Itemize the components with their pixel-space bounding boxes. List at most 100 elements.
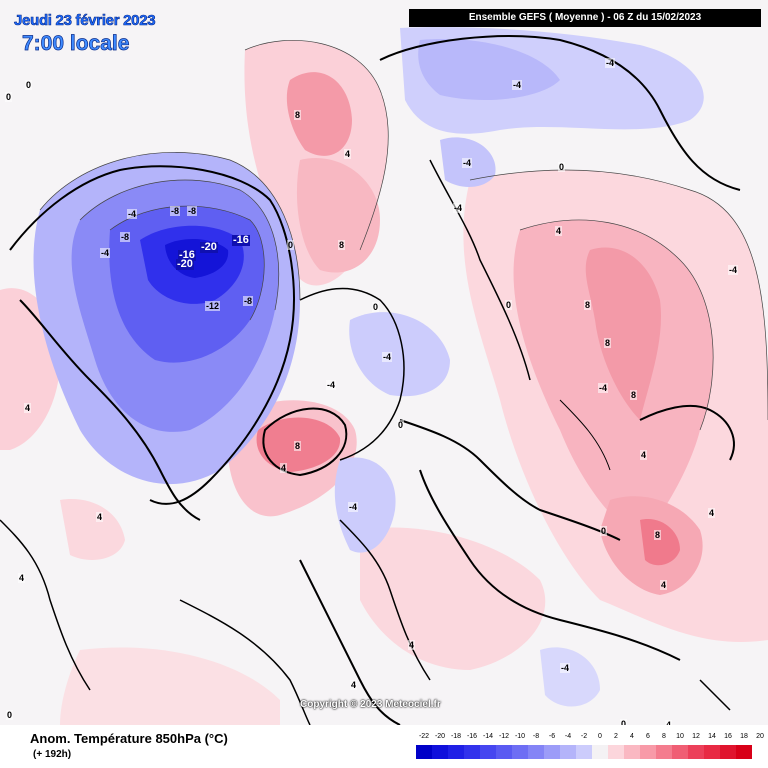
color-scale-tick-label: -18 bbox=[450, 733, 462, 740]
color-scale-swatch bbox=[736, 745, 752, 759]
contour-label: 0 bbox=[600, 526, 608, 536]
contour-label: 0 bbox=[558, 162, 566, 172]
contour-label: -20 bbox=[176, 258, 194, 270]
color-scale-swatch bbox=[672, 745, 688, 759]
color-scale-tick-label: -12 bbox=[498, 733, 510, 740]
contour-label: 8 bbox=[294, 441, 302, 451]
contour-label: -4 bbox=[100, 248, 111, 258]
contour-label: 0 bbox=[6, 710, 14, 720]
contour-label: -8 bbox=[120, 232, 131, 242]
contour-label: -4 bbox=[326, 380, 337, 390]
color-scale-tick-label: -22 bbox=[418, 733, 430, 740]
contour-label: -4 bbox=[462, 158, 473, 168]
color-scale-tick-label: 6 bbox=[646, 733, 650, 740]
color-scale-swatch bbox=[448, 745, 464, 759]
contour-label: 4 bbox=[708, 508, 716, 518]
contour-label: 0 bbox=[620, 719, 628, 729]
contour-label: -8 bbox=[243, 296, 254, 306]
contour-label: 8 bbox=[338, 240, 346, 250]
color-scale-tick-label: -14 bbox=[482, 733, 494, 740]
color-scale-tick-label: 0 bbox=[598, 733, 602, 740]
contour-label: 8 bbox=[294, 110, 302, 120]
anomaly-field bbox=[0, 27, 768, 725]
temperature-anomaly-map bbox=[0, 0, 768, 725]
model-run-header: Ensemble GEFS ( Moyenne ) - 06 Z du 15/0… bbox=[409, 9, 761, 27]
color-scale-swatch bbox=[624, 745, 640, 759]
color-scale-swatch bbox=[688, 745, 704, 759]
color-scale-tick-label: 8 bbox=[662, 733, 666, 740]
color-scale-tick-label: -4 bbox=[564, 733, 572, 740]
color-scale-swatch bbox=[704, 745, 720, 759]
color-scale-swatch bbox=[720, 745, 736, 759]
contour-label: 0 bbox=[505, 300, 513, 310]
color-scale-swatch bbox=[416, 745, 432, 759]
color-scale-swatch bbox=[496, 745, 512, 759]
contour-label: -4 bbox=[512, 80, 523, 90]
contour-label: -4 bbox=[382, 352, 393, 362]
contour-label: 0 bbox=[25, 80, 33, 90]
color-scale-tick-label: 12 bbox=[692, 733, 700, 740]
contour-label: -8 bbox=[187, 206, 198, 216]
color-scale-tick-label: -8 bbox=[532, 733, 540, 740]
contour-label: 4 bbox=[96, 512, 104, 522]
contour-label: -4 bbox=[728, 265, 739, 275]
color-scale-tick-label: 20 bbox=[756, 733, 764, 740]
color-scale-swatch bbox=[528, 745, 544, 759]
color-scale-swatch bbox=[640, 745, 656, 759]
copyright-notice: Copyright © 2023 Meteociel.fr bbox=[300, 699, 441, 710]
contour-label: 8 bbox=[654, 530, 662, 540]
contour-label: 8 bbox=[630, 390, 638, 400]
contour-label: -16 bbox=[178, 249, 196, 261]
warm-anomaly-areas bbox=[0, 40, 768, 725]
contour-label: 8 bbox=[604, 338, 612, 348]
color-scale-tick-label: 16 bbox=[724, 733, 732, 740]
color-scale-tick-label: -2 bbox=[580, 733, 588, 740]
color-scale-tick-label: 14 bbox=[708, 733, 716, 740]
color-scale-swatch bbox=[656, 745, 672, 759]
color-scale-swatch bbox=[576, 745, 592, 759]
legend-variable: Anom. Température 850hPa (°C) bbox=[30, 731, 228, 746]
contour-label: -4 bbox=[453, 203, 464, 213]
contour-label: 8 bbox=[584, 300, 592, 310]
legend-lead-time: (+ 192h) bbox=[33, 749, 72, 760]
contour-label: 0 bbox=[372, 302, 380, 312]
forecast-local-time: 7:00 locale bbox=[22, 32, 130, 56]
color-scale-tick-label: -16 bbox=[466, 733, 478, 740]
color-scale-swatch bbox=[464, 745, 480, 759]
color-scale-tick-label: 2 bbox=[614, 733, 618, 740]
color-scale-swatch bbox=[560, 745, 576, 759]
contour-label: -8 bbox=[170, 206, 181, 216]
contour-label: 0 bbox=[287, 240, 295, 250]
contour-label: 4 bbox=[18, 573, 26, 583]
color-scale-swatch bbox=[512, 745, 528, 759]
color-scale-swatch bbox=[480, 745, 496, 759]
contour-label: 0 bbox=[5, 92, 13, 102]
contour-label: 4 bbox=[24, 403, 32, 413]
color-scale-tick-label: -6 bbox=[548, 733, 556, 740]
color-scale-tick-label: -20 bbox=[434, 733, 446, 740]
color-scale-tick-label: 18 bbox=[740, 733, 748, 740]
color-scale-tick-label: -10 bbox=[514, 733, 526, 740]
contour-label: 4 bbox=[350, 680, 358, 690]
contour-label: -20 bbox=[200, 241, 218, 253]
color-scale-swatch bbox=[432, 745, 448, 759]
contour-label: 4 bbox=[555, 226, 563, 236]
contour-label: 4 bbox=[660, 580, 668, 590]
color-scale-tick-label: 4 bbox=[630, 733, 634, 740]
color-scale-tick-label: 10 bbox=[676, 733, 684, 740]
contour-label: 4 bbox=[640, 450, 648, 460]
contour-label: 0 bbox=[397, 420, 405, 430]
forecast-date: Jeudi 23 février 2023 bbox=[14, 12, 156, 30]
contour-label: -4 bbox=[348, 502, 359, 512]
contour-label: 4 bbox=[408, 640, 416, 650]
color-scale-swatch bbox=[608, 745, 624, 759]
color-scale-swatch bbox=[592, 745, 608, 759]
contour-label: -4 bbox=[560, 663, 571, 673]
color-scale-bar bbox=[416, 745, 752, 759]
contour-label: 4 bbox=[280, 463, 288, 473]
contour-label: -16 bbox=[232, 234, 250, 246]
color-scale-swatch bbox=[544, 745, 560, 759]
contour-label: -12 bbox=[205, 301, 221, 311]
contour-label: -4 bbox=[605, 58, 616, 68]
